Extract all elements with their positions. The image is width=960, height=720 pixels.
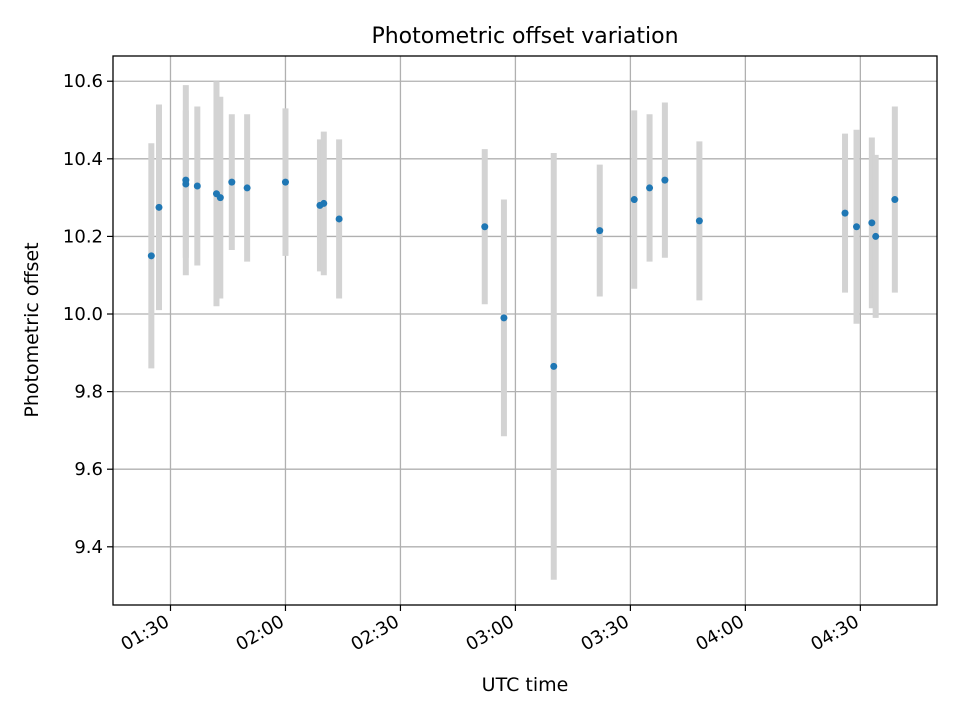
- data-point: [481, 223, 489, 231]
- data-point: [550, 362, 558, 370]
- y-axis-ticks: 9.4 9.6 9.8 10.0 10.2 10.4 10.6: [63, 71, 113, 558]
- data-point: [500, 314, 508, 322]
- data-point: [147, 252, 155, 260]
- chart-title: Photometric offset variation: [371, 24, 678, 49]
- grid: [113, 56, 937, 605]
- data-point: [661, 176, 669, 184]
- data-point: [193, 182, 201, 190]
- data-point: [335, 215, 343, 223]
- data-point: [216, 194, 224, 202]
- data-point: [872, 232, 880, 240]
- plot-frame: [112, 55, 938, 606]
- y-tick-label: 9.8: [74, 382, 103, 403]
- y-tick-label: 9.4: [74, 537, 103, 558]
- data-point: [841, 209, 849, 217]
- y-tick-label: 10.0: [63, 304, 103, 325]
- data-point: [182, 176, 190, 184]
- data-point: [243, 184, 251, 192]
- y-axis-label: Photometric offset: [21, 242, 43, 417]
- y-tick-label: 10.2: [63, 226, 103, 247]
- y-tick-label: 9.6: [74, 459, 103, 480]
- x-axis-label: UTC time: [482, 674, 569, 696]
- data-point: [630, 196, 638, 204]
- data-point: [695, 217, 703, 225]
- data-point: [320, 199, 328, 207]
- y-tick-label: 10.6: [63, 71, 103, 92]
- data-point: [155, 203, 163, 211]
- data-point: [646, 184, 654, 192]
- y-tick-label: 10.4: [63, 149, 103, 170]
- data-point: [596, 227, 604, 235]
- data-point: [228, 178, 236, 186]
- data-point: [868, 219, 876, 227]
- data-point: [281, 178, 289, 186]
- data-point: [853, 223, 861, 231]
- data-point: [891, 196, 899, 204]
- data-points: [147, 176, 899, 370]
